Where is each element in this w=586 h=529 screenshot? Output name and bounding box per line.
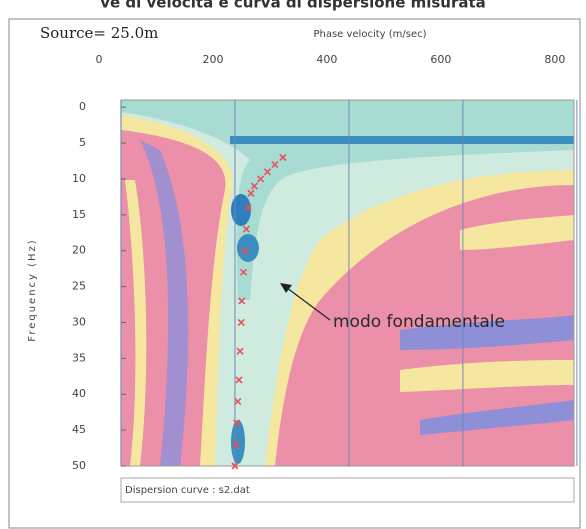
chart: ve di velocità e curva di dispersione mi… bbox=[0, 0, 586, 529]
y-tick-label: 5 bbox=[79, 136, 86, 149]
y-tick-label: 25 bbox=[72, 280, 86, 293]
y-axis-label: Frequency (Hz) bbox=[27, 238, 38, 341]
x-tick-label: 0 bbox=[96, 53, 103, 66]
y-tick-label: 40 bbox=[72, 387, 86, 400]
y-tick-label: 20 bbox=[72, 244, 86, 257]
x-tick-label: 600 bbox=[430, 53, 451, 66]
page-title: ve di velocità e curva di dispersione mi… bbox=[100, 0, 486, 12]
source-label: Source= 25.0m bbox=[40, 24, 158, 42]
y-tick-label: 30 bbox=[72, 315, 86, 328]
y-tick-label: 50 bbox=[72, 459, 86, 472]
x-tick-label: 400 bbox=[316, 53, 337, 66]
x-tick-label: 800 bbox=[544, 53, 565, 66]
x-axis-label: Phase velocity (m/sec) bbox=[313, 29, 426, 40]
x-tick-label: 200 bbox=[202, 53, 223, 66]
y-tick-label: 15 bbox=[72, 208, 86, 221]
caption: Dispersion curve : s2.dat bbox=[125, 485, 250, 496]
spectrum-image bbox=[121, 100, 574, 466]
y-tick-label: 10 bbox=[72, 172, 86, 185]
annotation: modo fondamentale bbox=[333, 312, 505, 332]
y-tick-label: 45 bbox=[72, 423, 86, 436]
y-tick-label: 0 bbox=[79, 100, 86, 113]
y-tick-label: 35 bbox=[72, 351, 86, 364]
